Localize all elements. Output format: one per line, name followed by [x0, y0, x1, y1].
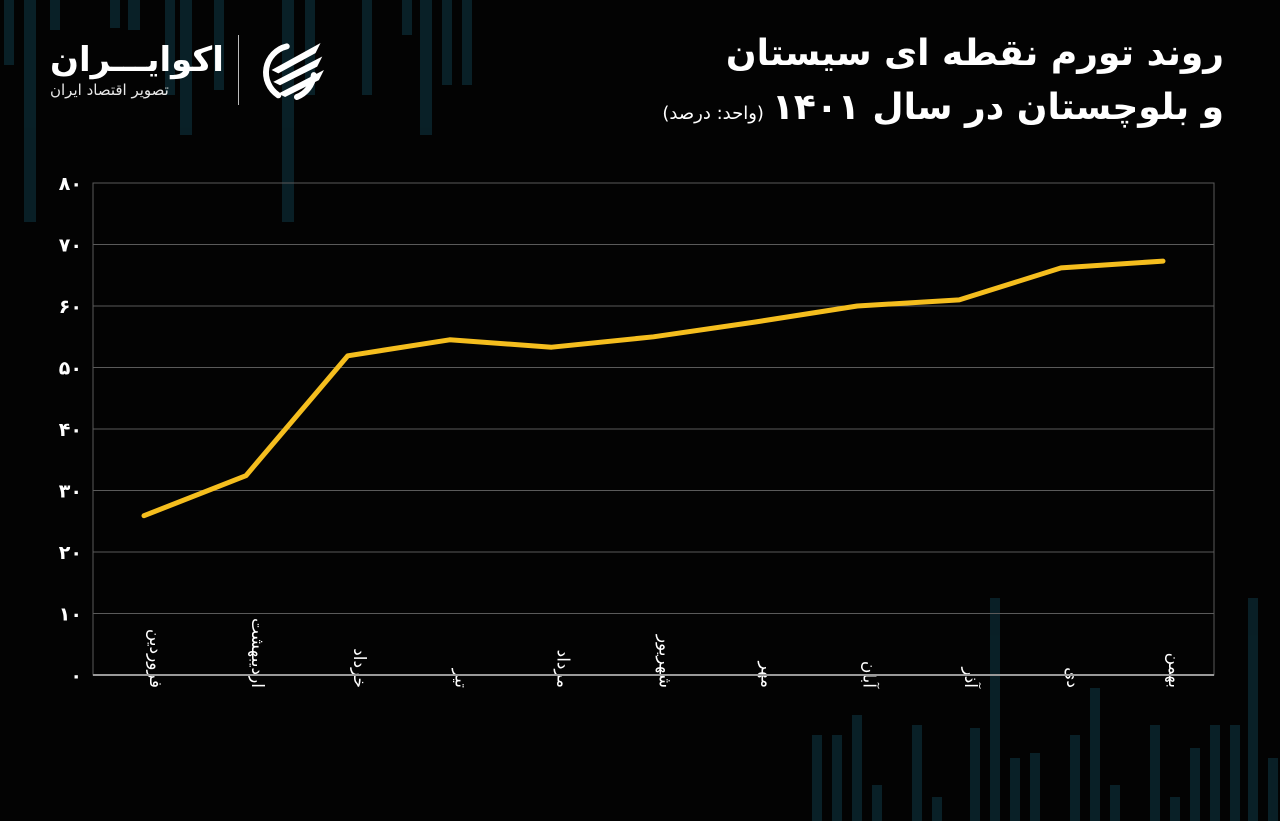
x-tick-label: آذر	[960, 666, 982, 689]
y-axis-ticks: ۰ ۱۰ ۲۰ ۳۰ ۴۰ ۵۰ ۶۰ ۷۰ ۸۰	[59, 173, 82, 687]
y-tick-label: ۳۰	[59, 481, 82, 503]
x-tick-label: خرداد	[349, 648, 369, 688]
x-tick-label: دی	[1062, 667, 1082, 688]
x-axis-ticks: فروردین اردیبهشت خرداد تیر مرداد شهریور مهر آبا…	[145, 618, 1184, 689]
y-tick-label: ۰	[70, 665, 82, 687]
y-tick-label: ۷۰	[59, 235, 82, 257]
logo-text: اکوایـــران تصویر اقتصاد ایران	[50, 40, 224, 100]
y-tick-label: ۴۰	[59, 419, 82, 441]
x-tick-label: تیر	[451, 668, 471, 689]
x-tick-label: بهمن	[1164, 653, 1184, 688]
ecoiran-logo-icon	[262, 42, 324, 100]
y-tick-label: ۵۰	[59, 358, 82, 380]
chart-title: روند تورم نقطه ای سیستان و بلوچستان در س…	[662, 28, 1224, 142]
y-tick-label: ۶۰	[59, 296, 82, 318]
y-tick-label: ۸۰	[59, 173, 82, 195]
title-line-1: روند تورم نقطه ای سیستان	[725, 33, 1224, 74]
logo-name: اکوایـــران	[50, 40, 224, 80]
x-tick-label: فروردین	[145, 629, 165, 688]
y-tick-label: ۱۰	[59, 604, 82, 626]
unit-label: (واحد: درصد)	[662, 103, 764, 124]
gridlines	[93, 244, 1214, 614]
brand-logo: اکوایـــران تصویر اقتصاد ایران	[50, 32, 329, 108]
inflation-series-line	[141, 258, 1166, 519]
logo-tagline: تصویر اقتصاد ایران	[50, 81, 169, 99]
y-tick-label: ۲۰	[59, 542, 82, 564]
x-tick-label: اردیبهشت	[247, 618, 267, 688]
title-line-2-text: و بلوچستان در سال ۱۴۰۱	[771, 87, 1224, 128]
logo-divider	[237, 35, 239, 105]
title-line-2: و بلوچستان در سال ۱۴۰۱ (واحد: درصد)	[662, 80, 1224, 142]
x-tick-label: مرداد	[553, 650, 573, 688]
x-tick-label: شهریور	[655, 634, 675, 688]
